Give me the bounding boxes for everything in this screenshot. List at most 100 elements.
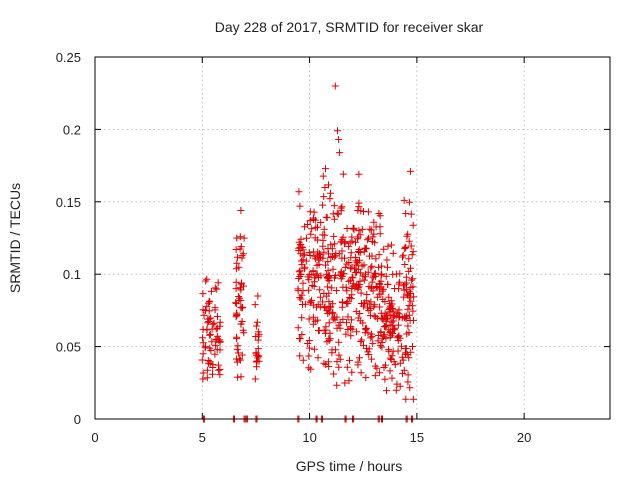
data-point bbox=[405, 255, 413, 263]
data-point bbox=[294, 285, 302, 293]
data-point bbox=[237, 207, 245, 214]
data-point bbox=[403, 279, 410, 287]
data-point bbox=[199, 375, 207, 383]
data-point bbox=[210, 319, 218, 327]
data-point bbox=[305, 337, 313, 344]
data-point bbox=[407, 242, 415, 250]
data-point bbox=[389, 270, 397, 278]
data-point bbox=[233, 312, 241, 319]
data-point bbox=[213, 285, 221, 293]
data-point bbox=[338, 203, 346, 211]
data-point bbox=[367, 264, 375, 272]
data-point bbox=[322, 326, 330, 334]
data-point bbox=[233, 335, 241, 343]
data-point bbox=[362, 297, 370, 305]
data-point bbox=[216, 318, 224, 326]
data-point bbox=[207, 287, 215, 295]
data-point bbox=[409, 343, 416, 350]
data-point bbox=[252, 322, 260, 330]
data-point bbox=[304, 221, 312, 228]
data-point bbox=[296, 243, 304, 251]
data-point bbox=[356, 256, 363, 264]
data-point bbox=[300, 265, 308, 273]
data-point bbox=[328, 245, 336, 253]
data-point bbox=[309, 313, 317, 321]
data-point bbox=[341, 254, 348, 262]
data-point bbox=[356, 277, 364, 285]
data-point bbox=[321, 184, 329, 191]
data-point bbox=[367, 334, 375, 342]
data-point bbox=[299, 279, 307, 287]
data-point bbox=[402, 210, 410, 217]
data-point bbox=[395, 310, 403, 318]
data-point bbox=[387, 241, 395, 249]
data-point bbox=[364, 348, 372, 356]
data-point bbox=[358, 225, 366, 233]
data-point bbox=[400, 196, 408, 204]
data-point bbox=[204, 319, 212, 327]
data-point bbox=[343, 287, 351, 295]
data-point bbox=[408, 276, 415, 284]
data-point bbox=[368, 262, 376, 270]
data-point bbox=[375, 263, 383, 271]
data-point bbox=[356, 310, 364, 317]
data-point bbox=[392, 386, 400, 394]
data-point bbox=[361, 273, 369, 281]
data-point bbox=[354, 358, 362, 366]
data-point bbox=[337, 275, 345, 283]
data-point bbox=[235, 263, 243, 271]
data-point bbox=[369, 340, 377, 348]
data-point bbox=[335, 321, 343, 329]
data-point bbox=[207, 314, 215, 322]
data-point bbox=[337, 207, 345, 215]
data-point bbox=[367, 284, 375, 292]
data-point bbox=[366, 225, 374, 233]
data-point bbox=[372, 223, 380, 231]
data-point bbox=[356, 231, 364, 239]
data-point bbox=[371, 372, 379, 380]
y-tick-label: 0.05 bbox=[56, 340, 81, 355]
data-point bbox=[311, 234, 319, 242]
data-point bbox=[325, 298, 333, 306]
data-point bbox=[310, 208, 318, 216]
data-point bbox=[331, 252, 339, 260]
data-point bbox=[330, 215, 338, 223]
data-point bbox=[252, 333, 260, 340]
data-point bbox=[296, 352, 304, 360]
data-point bbox=[305, 364, 313, 372]
data-point bbox=[378, 343, 386, 351]
data-point bbox=[397, 342, 405, 350]
chart-title: Day 228 of 2017, SRMTID for receiver ska… bbox=[215, 19, 484, 35]
data-point bbox=[350, 226, 358, 234]
data-point bbox=[333, 381, 341, 389]
data-point bbox=[363, 291, 371, 298]
data-point bbox=[341, 379, 349, 387]
data-point bbox=[324, 358, 332, 366]
data-point bbox=[403, 351, 411, 358]
data-point bbox=[319, 298, 327, 306]
data-point bbox=[408, 251, 416, 259]
data-point bbox=[239, 326, 247, 334]
data-point bbox=[348, 291, 356, 299]
data-point bbox=[385, 346, 393, 354]
data-point bbox=[237, 320, 245, 328]
data-point bbox=[356, 317, 364, 325]
data-point bbox=[348, 233, 356, 241]
data-point bbox=[330, 232, 338, 240]
data-point bbox=[354, 285, 362, 293]
data-point bbox=[216, 337, 224, 345]
data-point bbox=[232, 285, 240, 293]
data-point bbox=[234, 253, 241, 261]
data-point bbox=[335, 136, 343, 143]
data-point bbox=[360, 261, 368, 269]
data-point bbox=[323, 283, 331, 291]
data-point bbox=[298, 331, 306, 338]
data-point bbox=[342, 330, 350, 338]
data-point bbox=[373, 293, 381, 301]
data-point bbox=[406, 384, 414, 392]
x-tick-label: 10 bbox=[302, 430, 316, 445]
data-point bbox=[405, 237, 413, 245]
data-point bbox=[386, 367, 394, 375]
data-point bbox=[305, 352, 313, 360]
data-point bbox=[198, 356, 206, 364]
